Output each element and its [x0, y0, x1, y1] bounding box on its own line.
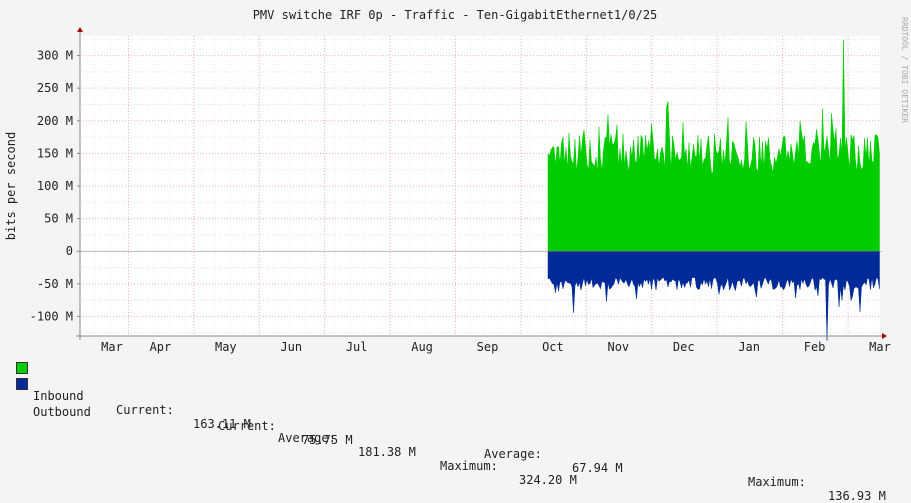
traffic-chart: 300 M 250 M 200 M 150 M 100 M 50 M 0 -50 M -100 … [4, 8, 909, 354]
x-tick-label: Feb [804, 340, 826, 354]
y-tick-label: 100 M [37, 179, 73, 193]
x-tick-label: Nov [607, 340, 629, 354]
x-tick-label: Oct [542, 340, 564, 354]
inbound-area [547, 39, 880, 252]
legend-average-value: 181.38 M [358, 445, 416, 459]
legend-row-outbound: Outbound Current: 75.75 M Average: 67.94… [16, 377, 906, 503]
legend-maximum-value: 324.20 M [519, 473, 577, 487]
y-tick-label: 0 [66, 244, 73, 258]
y-axis-arrow [77, 27, 83, 32]
legend-series-name: Outbound [33, 405, 91, 419]
legend-average-value: 67.94 M [572, 461, 623, 475]
x-tick-label: Sep [477, 340, 499, 354]
legend-average-label: Average: [484, 447, 542, 461]
legend-current-value: 75.75 M [302, 433, 353, 447]
y-tick-label: 200 M [37, 114, 73, 128]
inbound-swatch [16, 362, 28, 374]
y-axis-label: bits per second [4, 132, 18, 240]
y-tick-label: -100 M [30, 309, 73, 323]
legend-row-inbound: Inbound Current: 163.11 M Average: 181.3… [16, 361, 906, 487]
series-area [547, 39, 880, 341]
axes: 300 M 250 M 200 M 150 M 100 M 50 M 0 -50 M -100 … [30, 27, 891, 354]
legend-series-name: Inbound [33, 389, 84, 403]
x-tick-label: May [215, 340, 237, 354]
y-tick-label: 300 M [37, 49, 73, 63]
legend-maximum-value: 136.93 M [828, 489, 886, 503]
chart-title: PMV switche IRF 0p - Traffic - Ten-Gigab… [253, 8, 658, 22]
x-tick-label: Dec [673, 340, 695, 354]
outbound-area [547, 250, 880, 341]
y-tick-label: 50 M [44, 212, 73, 226]
y-tick-label: -50 M [37, 277, 73, 291]
legend-maximum-label: Maximum: [440, 459, 498, 473]
x-tick-label: Jul [346, 340, 368, 354]
x-tick-label: Jun [280, 340, 302, 354]
outbound-swatch [16, 378, 28, 390]
x-tick-label: Mar [869, 340, 891, 354]
y-tick-label: 150 M [37, 146, 73, 160]
y-tick-label: 250 M [37, 81, 73, 95]
legend-current-label: Current: [218, 419, 276, 433]
legend-current-label: Current: [116, 403, 174, 417]
x-tick-label: Aug [411, 340, 433, 354]
rrdtool-watermark: RRDTOOL / TOBI OETIKER [900, 17, 909, 123]
x-tick-label: Mar [101, 340, 123, 354]
legend-maximum-label: Maximum: [748, 475, 806, 489]
x-tick-label: Jan [738, 340, 760, 354]
x-axis-arrow [882, 333, 887, 339]
x-tick-label: Apr [150, 340, 172, 354]
